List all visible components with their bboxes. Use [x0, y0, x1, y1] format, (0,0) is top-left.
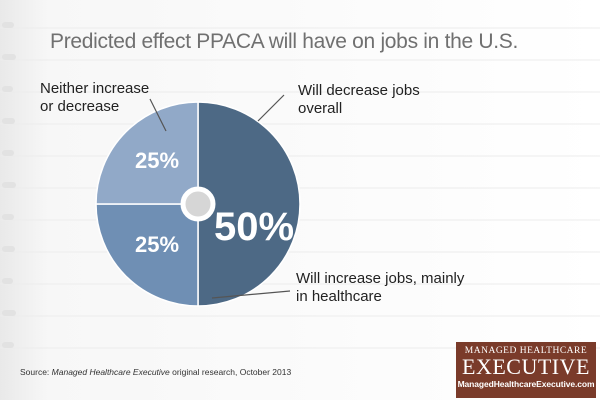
source-suffix: original research, October 2013: [169, 367, 292, 377]
pie-slice-increase: [95, 203, 199, 307]
slice-label-decrease: 50%: [214, 205, 294, 249]
publication-logo: MANAGED HEALTHCARE EXECUTIVE ManagedHeal…: [456, 342, 596, 398]
pie-slices: [95, 101, 301, 307]
leader-line-decrease: [257, 94, 285, 122]
source-publication: Managed Healthcare Executive: [51, 367, 170, 377]
source-prefix: Source:: [20, 367, 52, 377]
pie-slice-decrease: [197, 101, 301, 307]
leader-line-increase: [211, 290, 291, 299]
pie-center-hole: [180, 186, 216, 222]
pie-slice-neither: [95, 101, 199, 205]
source-note: Source: Managed Healthcare Executive ori…: [20, 367, 291, 377]
chart-title: Predicted effect PPACA will have on jobs…: [50, 30, 519, 53]
callout-neither: Neither increase or decrease: [40, 80, 150, 115]
callout-increase: Will increase jobs, mainly in healthcare: [296, 270, 465, 305]
slice-label-neither: 25%: [135, 148, 179, 173]
callout-decrease: Will decrease jobs overall: [298, 82, 420, 117]
leader-line-neither: [149, 98, 167, 132]
slice-label-increase: 25%: [135, 232, 179, 257]
logo-top-text: MANAGED HEALTHCARE: [464, 346, 588, 356]
callout-leader-lines: [149, 94, 291, 299]
logo-main-text: EXECUTIVE: [462, 354, 590, 379]
logo-url-text: ManagedHealthcareExecutive.com: [457, 379, 595, 389]
